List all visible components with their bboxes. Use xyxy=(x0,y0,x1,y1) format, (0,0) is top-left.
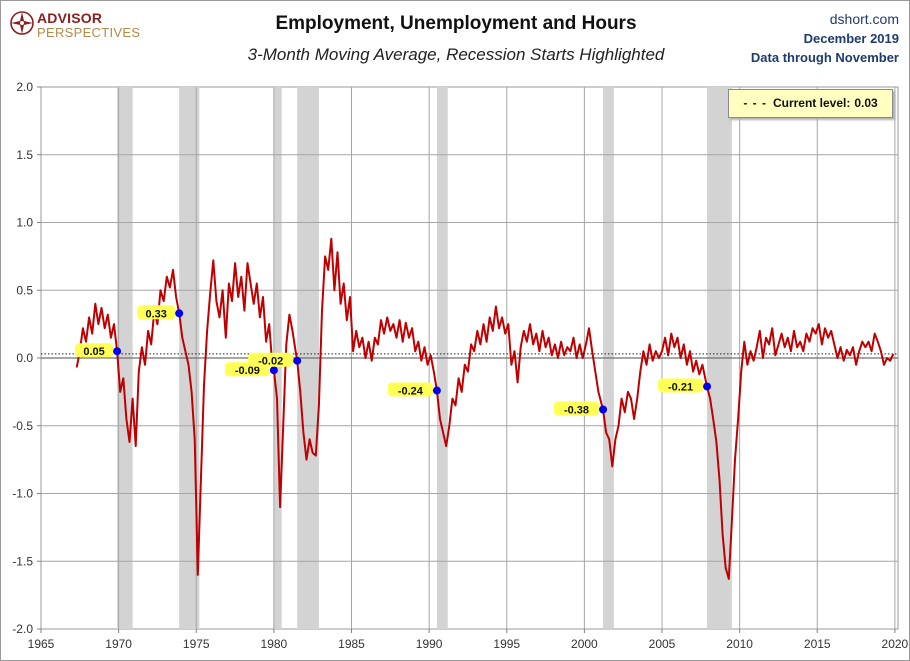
callout-label: -0.02 xyxy=(258,356,283,368)
source-block: dshort.com December 2019 Data through No… xyxy=(751,10,899,67)
legend-dotted-line-icon: - - - xyxy=(743,96,767,110)
recession-start-callout-0: 0.05 xyxy=(75,343,122,358)
recession-start-callout-5: -0.38 xyxy=(554,401,608,416)
recession-start-marker xyxy=(703,382,712,391)
y-tick-label: 0.0 xyxy=(16,351,33,365)
x-tick-label: 1965 xyxy=(28,637,55,651)
advisor-perspectives-logo[interactable]: ADVISOR PERSPECTIVES xyxy=(9,8,149,44)
callout-bg xyxy=(137,305,176,320)
compass-rose-icon xyxy=(10,11,34,35)
legend-label: Current level: xyxy=(772,96,851,110)
y-tick-label: 1.5 xyxy=(16,148,33,162)
callout-bg xyxy=(248,352,294,367)
x-tick-label: 1975 xyxy=(183,637,210,651)
callout-label: 0.33 xyxy=(145,308,166,320)
recession-start-marker xyxy=(175,309,184,318)
x-tick-label: 1980 xyxy=(261,637,288,651)
recession-start-callout-1: 0.33 xyxy=(137,305,184,320)
x-tick-label: 1995 xyxy=(493,637,520,651)
callout-label: -0.09 xyxy=(235,365,260,377)
source-note: Data through November xyxy=(750,50,899,65)
y-tick-label: 0.5 xyxy=(16,283,33,297)
recession-start-marker xyxy=(432,386,441,395)
recession-start-marker xyxy=(269,366,278,375)
callout-bg xyxy=(658,378,704,393)
recession-start-callout-3: -0.02 xyxy=(248,352,302,368)
y-tick-label: -2.0 xyxy=(12,622,33,636)
x-tick-label: 1970 xyxy=(105,637,132,651)
x-tick-label: 2020 xyxy=(882,637,909,651)
source-date: December 2019 xyxy=(803,31,899,46)
recession-start-marker xyxy=(113,347,122,356)
x-tick-label: 2010 xyxy=(726,637,753,651)
x-tick-label: 1990 xyxy=(416,637,443,651)
y-tick-label: -0.5 xyxy=(12,419,33,433)
callout-label: 0.05 xyxy=(83,346,104,358)
callout-bg xyxy=(75,343,114,358)
legend: - - - Current level: 0.03 xyxy=(728,89,893,118)
recession-start-marker xyxy=(599,405,608,414)
x-tick-label: 2005 xyxy=(649,637,676,651)
x-tick-label: 2015 xyxy=(804,637,831,651)
recession-start-callout-6: -0.21 xyxy=(658,378,712,393)
y-tick-label: -1.0 xyxy=(12,487,33,501)
callout-label: -0.38 xyxy=(564,404,589,416)
callout-label: -0.24 xyxy=(398,386,424,398)
y-tick-label: 2.0 xyxy=(16,80,33,94)
x-tick-label: 1985 xyxy=(338,637,365,651)
logo-line-1: ADVISOR xyxy=(37,10,103,26)
chart-subtitle: 3-Month Moving Average, Recession Starts… xyxy=(247,45,665,64)
series-line xyxy=(75,237,895,580)
callout-bg xyxy=(387,382,433,397)
callout-bg xyxy=(554,401,600,416)
recession-start-callout-4: -0.24 xyxy=(387,382,441,398)
chart-title: Employment, Unemployment and Hours xyxy=(275,13,637,34)
recession-start-marker xyxy=(293,356,302,365)
y-tick-label: -1.5 xyxy=(12,554,33,568)
legend-value: 0.03 xyxy=(854,96,878,110)
x-tick-label: 2000 xyxy=(571,637,598,651)
logo-line-2: PERSPECTIVES xyxy=(37,25,141,40)
source-site: dshort.com xyxy=(829,11,899,27)
callout-label: -0.21 xyxy=(668,381,693,393)
y-tick-label: 1.0 xyxy=(16,216,33,230)
